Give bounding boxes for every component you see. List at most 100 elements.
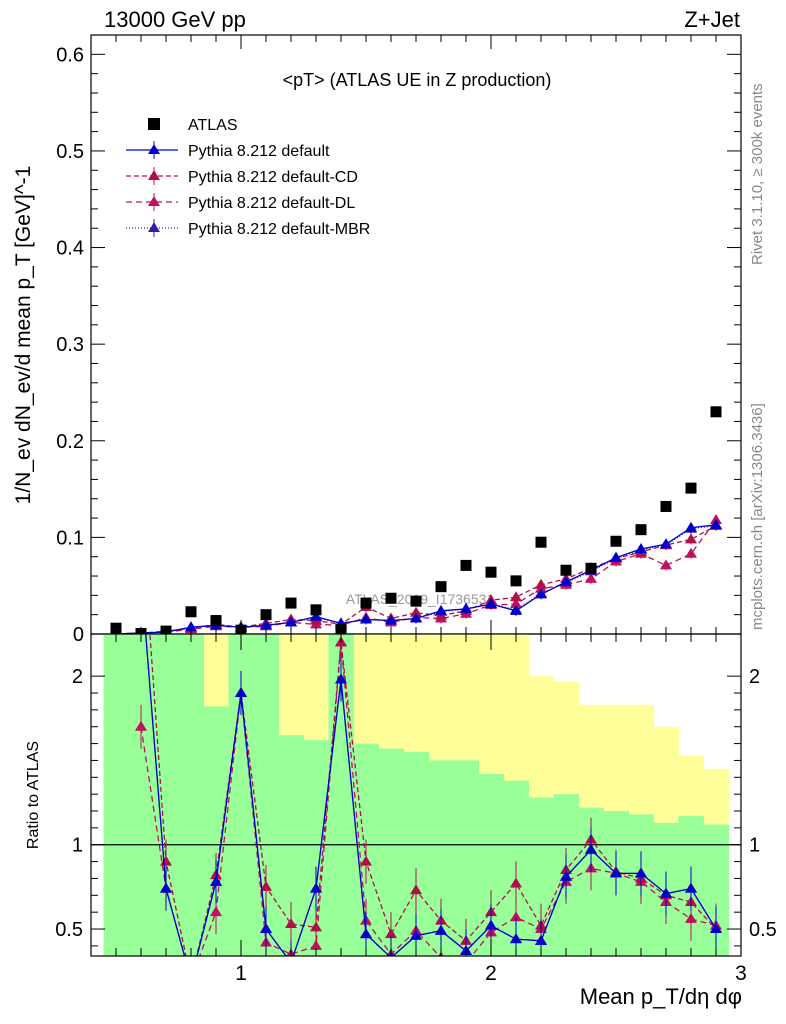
legend-marker — [148, 144, 160, 154]
ratio-point — [185, 974, 197, 984]
atlas-point — [535, 536, 547, 548]
ratio-point — [385, 928, 397, 939]
ratio-point — [360, 928, 372, 939]
ratio-y-tick-label-right: 0.5 — [749, 919, 777, 941]
ratio-point — [585, 843, 597, 854]
atlas-point — [610, 535, 622, 547]
legend-label: Pythia 8.212 default-MBR — [188, 221, 370, 238]
ratio-point — [185, 974, 197, 984]
atlas-point — [585, 562, 597, 574]
data-point — [360, 613, 372, 624]
ratio-point — [135, 720, 147, 731]
ratio-point — [185, 974, 197, 984]
ratio-point — [635, 867, 647, 878]
y-tick-label: 0 — [73, 624, 84, 646]
ratio-point — [660, 887, 672, 898]
ratio-y-tick-label-right: 2 — [749, 666, 760, 688]
ratio-point — [310, 921, 322, 932]
ratio-ylabel: Ratio to ATLAS — [25, 741, 42, 849]
x-axis-label: Mean p_T/dη dφ — [580, 984, 742, 1009]
ratio-point — [560, 870, 572, 881]
data-point — [535, 588, 547, 599]
ratio-point — [185, 974, 197, 984]
main-marks — [110, 406, 722, 634]
energy-label: 13000 GeV pp — [104, 7, 246, 32]
ratio-y-tick-label: 1 — [72, 835, 83, 857]
band-green — [178, 634, 204, 956]
ratio-point — [210, 875, 222, 886]
atlas-point — [285, 597, 297, 609]
data-point — [685, 533, 697, 544]
ratio-point — [260, 923, 272, 934]
ratio-panel: 0.5 0.5 1 1 2 2 1 2 3 Ratio to ATLAS Mean p_T/dη… — [25, 502, 777, 1009]
rivet-label: Rivet 3.1.10, ≥ 300k events — [749, 83, 766, 265]
data-point — [310, 610, 322, 621]
ratio-point — [135, 569, 147, 579]
data-point — [410, 606, 422, 617]
ratio-line — [145, 634, 717, 956]
ratio-point — [160, 882, 172, 893]
atlas-point — [460, 559, 472, 571]
data-point — [660, 559, 672, 570]
ratio-point — [410, 929, 422, 940]
atlas-point — [185, 606, 197, 618]
ratio-point — [135, 502, 147, 512]
ratio-point — [535, 934, 547, 945]
data-point — [585, 572, 597, 583]
data-point — [710, 518, 722, 529]
y-tick-label: 0.4 — [56, 238, 84, 260]
ratio-point — [510, 911, 522, 922]
ratio-point — [235, 687, 247, 698]
atlas-point — [360, 597, 372, 609]
ratio-y-tick-label: 0.5 — [55, 919, 83, 941]
x-tick-label: 2 — [485, 962, 497, 985]
atlas-point — [410, 595, 422, 607]
y-tick-label: 0.5 — [56, 141, 84, 163]
series-atlas — [110, 406, 722, 634]
y-tick-label: 0.6 — [56, 44, 84, 66]
x-tick-label: 1 — [235, 962, 247, 985]
ratio-point — [710, 923, 722, 934]
atlas-point — [435, 581, 447, 593]
ratio-point — [210, 906, 222, 917]
legend-label: Pythia 8.212 default — [188, 143, 330, 160]
data-point — [610, 551, 622, 562]
data-point — [560, 575, 572, 586]
ratio-point — [685, 882, 697, 893]
ratio-point — [510, 933, 522, 944]
data-point — [385, 614, 397, 625]
data-point — [460, 602, 472, 613]
ratio-point — [360, 855, 372, 866]
data-point — [510, 591, 522, 602]
legend-marker — [148, 222, 160, 232]
atlas-point — [310, 604, 322, 616]
data-point — [685, 547, 697, 558]
legend: ATLAS Pythia 8.212 default Pythia 8.212 de… — [126, 117, 370, 238]
data-point — [535, 578, 547, 589]
y-tick-label: 0.3 — [56, 334, 84, 356]
data-point — [510, 604, 522, 615]
atlas-point — [385, 592, 397, 604]
ratio-point — [460, 957, 472, 967]
atlas-point — [660, 500, 672, 512]
atlas-point — [560, 564, 572, 576]
data-point — [410, 612, 422, 623]
data-point — [435, 604, 447, 615]
ratio-point — [135, 569, 147, 579]
ratio-series-pythia-8-212-default — [135, 569, 722, 984]
ratio-y-tick-label: 2 — [72, 666, 83, 688]
y-tick-label: 0.2 — [56, 431, 84, 453]
legend-marker-atlas — [148, 118, 160, 130]
data-point — [185, 621, 197, 632]
ratio-point — [285, 957, 297, 967]
ratio-ticks: 0.5 0.5 1 1 2 2 1 2 3 — [55, 634, 777, 985]
legend-marker — [148, 196, 160, 206]
ratio-point — [410, 884, 422, 895]
data-point — [485, 598, 497, 609]
data-point — [685, 521, 697, 532]
ratio-point — [285, 917, 297, 928]
ratio-point — [260, 880, 272, 891]
ratio-point — [310, 882, 322, 893]
main-panel: ATLAS_2019_I1736531 00.10.20.30.40.50.6 … — [12, 34, 742, 646]
